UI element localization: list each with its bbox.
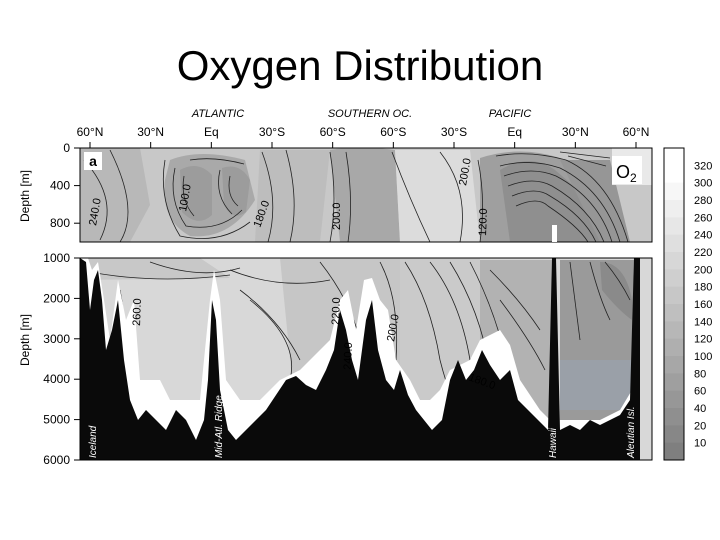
contour-label: 200.0 (385, 313, 402, 342)
colorbar-swatch (664, 200, 684, 218)
contour-label: 120.0 (477, 208, 490, 236)
contour-label: 100.0 (177, 183, 194, 212)
contour-label: 200.0 (457, 157, 474, 186)
x-tick-label: 60°S (380, 125, 406, 139)
x-tick-label: 30°N (562, 125, 589, 139)
x-tick-label: Eq (204, 125, 219, 139)
upper-panel: a O2 240.0 100.0 180.0 200.0 200.0 120.0 (79, 147, 653, 243)
lower-y-axis: 1000 2000 3000 4000 5000 6000 (43, 251, 80, 467)
colorbar-frame (663, 147, 685, 461)
y-tick-label: 4000 (43, 372, 70, 386)
colorbar-label: 10 (694, 438, 706, 450)
colorbar-swatch (664, 217, 684, 236)
colorbar-label: 20 (694, 420, 706, 432)
x-tick-label: 60°N (623, 125, 650, 139)
upper-y-axis-label: Depth [m] (18, 170, 32, 222)
colorbar-swatch (664, 356, 684, 374)
y-tick-label: 2000 (43, 291, 70, 305)
ocean-label-atlantic: ATLANTIC (191, 108, 244, 120)
y-tick-label: 400 (50, 179, 70, 193)
colorbar-swatch (664, 165, 684, 184)
colorbar-swatch (664, 390, 684, 409)
x-tick-label: 60°S (320, 125, 346, 139)
ocean-label-southern: SOUTHERN OC. (328, 108, 412, 120)
x-tick-label: Eq (507, 125, 522, 139)
variable-label-box (612, 156, 642, 184)
lower-oxygen-field (80, 258, 640, 460)
x-tick-label: 30°N (137, 125, 164, 139)
colorbar: 10 20 40 60 80 100 120 140 160 180 200 220 240 260 280… (663, 147, 712, 461)
feature-label-hawaii: Hawaii (548, 427, 559, 458)
ocean-label-pacific: PACIFIC (489, 108, 532, 120)
seafloor (80, 258, 640, 460)
contour-label: 220.0 (330, 297, 343, 325)
colorbar-swatch (664, 234, 684, 253)
x-tick-label: 30°S (259, 125, 285, 139)
variable-label: O2 (616, 162, 637, 185)
lower-y-axis-label: Depth [m] (18, 314, 32, 366)
upper-oxygen-field (80, 148, 652, 242)
colorbar-swatch (664, 286, 684, 305)
colorbar-label: 120 (694, 334, 712, 346)
colorbar-swatch (664, 148, 684, 166)
colorbar-swatch (664, 338, 684, 357)
colorbar-swatch (664, 425, 684, 444)
colorbar-swatch (664, 442, 684, 461)
colorbar-label: 220 (694, 247, 712, 259)
colorbar-label: 240 (694, 230, 712, 242)
colorbar-label: 140 (694, 316, 712, 328)
feature-label-iceland: Iceland (88, 425, 99, 458)
colorbar-swatch (664, 321, 684, 340)
colorbar-label: 200 (694, 264, 712, 276)
contour-label: 240.0 (342, 342, 355, 370)
colorbar-swatch (664, 408, 684, 426)
colorbar-swatch (664, 252, 684, 270)
colorbar-label: 100 (694, 351, 712, 363)
colorbar-label: 180 (694, 282, 712, 294)
panel-label: a (89, 153, 97, 169)
contour-label: 200.0 (331, 202, 343, 230)
x-tick-label: 30°S (441, 125, 467, 139)
colorbar-swatch (664, 304, 684, 322)
y-tick-label: 6000 (43, 453, 70, 467)
colorbar-label: 60 (694, 386, 706, 398)
lower-panel: 260.0 220.0 240.0 200.0 180.0 Iceland Mi… (79, 257, 653, 461)
feature-label-mid-atlantic-ridge: Mid-Atl. Ridge (214, 395, 225, 458)
colorbar-label: 280 (694, 195, 712, 207)
colorbar-swatch (664, 182, 684, 201)
feature-label-aleutian: Aleutian Isl. (626, 406, 637, 459)
y-tick-label: 800 (50, 216, 70, 230)
contour-label: 260.0 (131, 298, 144, 326)
colorbar-swatch (664, 269, 684, 288)
y-tick-label: 3000 (43, 332, 70, 346)
x-axis: 60°N 30°N Eq 30°S 60°S 60°S 30°S Eq 30°N 60°N (77, 125, 650, 148)
x-tick-label: 60°N (77, 125, 104, 139)
colorbar-label: 320 (694, 160, 712, 172)
colorbar-label: 160 (694, 299, 712, 311)
colorbar-swatch (664, 373, 684, 392)
y-tick-label: 0 (63, 141, 70, 155)
colorbar-label: 80 (694, 368, 706, 380)
colorbar-label: 300 (694, 178, 712, 190)
upper-y-axis: 0 400 800 (50, 141, 80, 230)
y-tick-label: 5000 (43, 413, 70, 427)
colorbar-label: 40 (694, 403, 706, 415)
colorbar-label: 260 (694, 212, 712, 224)
slide-title: Oxygen Distribution (176, 42, 544, 89)
y-tick-label: 1000 (43, 251, 70, 265)
contour-label: 240.0 (87, 197, 104, 226)
